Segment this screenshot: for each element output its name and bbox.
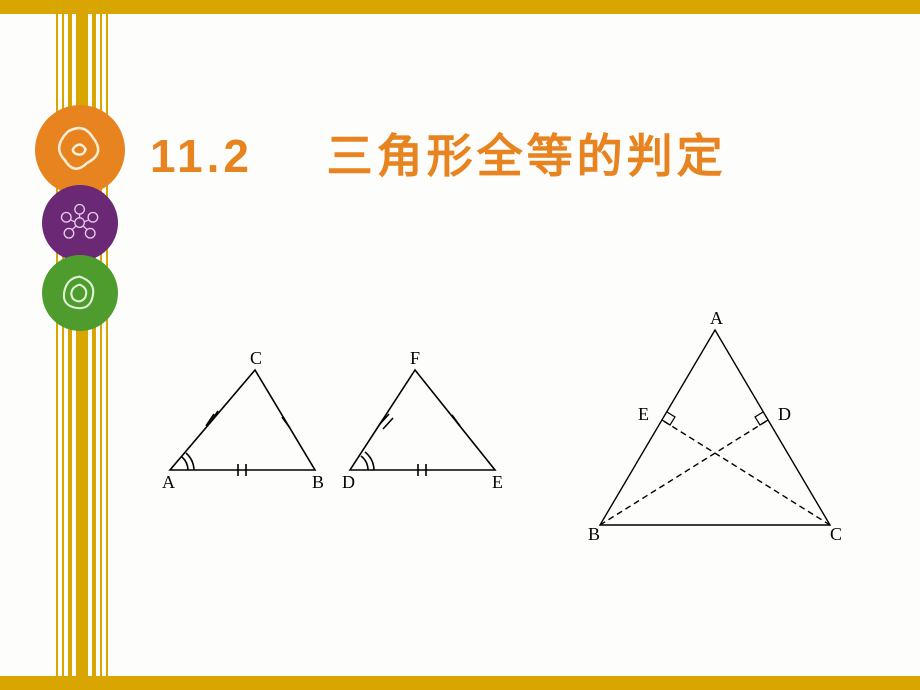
vertex-a2: A [710,308,723,328]
vertex-e: E [492,472,503,492]
top-bar [0,0,920,14]
triangle-isoceles: A B C E D [580,310,850,555]
ornament-green [42,255,118,331]
vertex-d: D [342,472,355,492]
vertex-c: C [250,348,262,368]
triangle-def: D E F [340,350,510,505]
vertex-b: B [312,472,324,492]
title-number: 11.2 [150,130,253,182]
vertex-c2: C [830,524,842,544]
vertex-a: A [162,472,175,492]
vertex-e2: E [638,404,649,424]
vertex-b2: B [588,524,600,544]
slide-title: 11.2 三角形全等的判定 [150,120,890,186]
ornament-purple [42,185,118,261]
bottom-bar [0,676,920,690]
slide-content: 11.2 三角形全等的判定 [150,60,890,186]
vertex-d2: D [778,404,791,424]
triangle-abc: A B C [160,350,330,505]
vertex-f: F [410,348,420,368]
diagram-area: A B C D E F [160,320,890,570]
ornament-orange [35,105,125,195]
title-text: 三角形全等的判定 [327,130,727,182]
